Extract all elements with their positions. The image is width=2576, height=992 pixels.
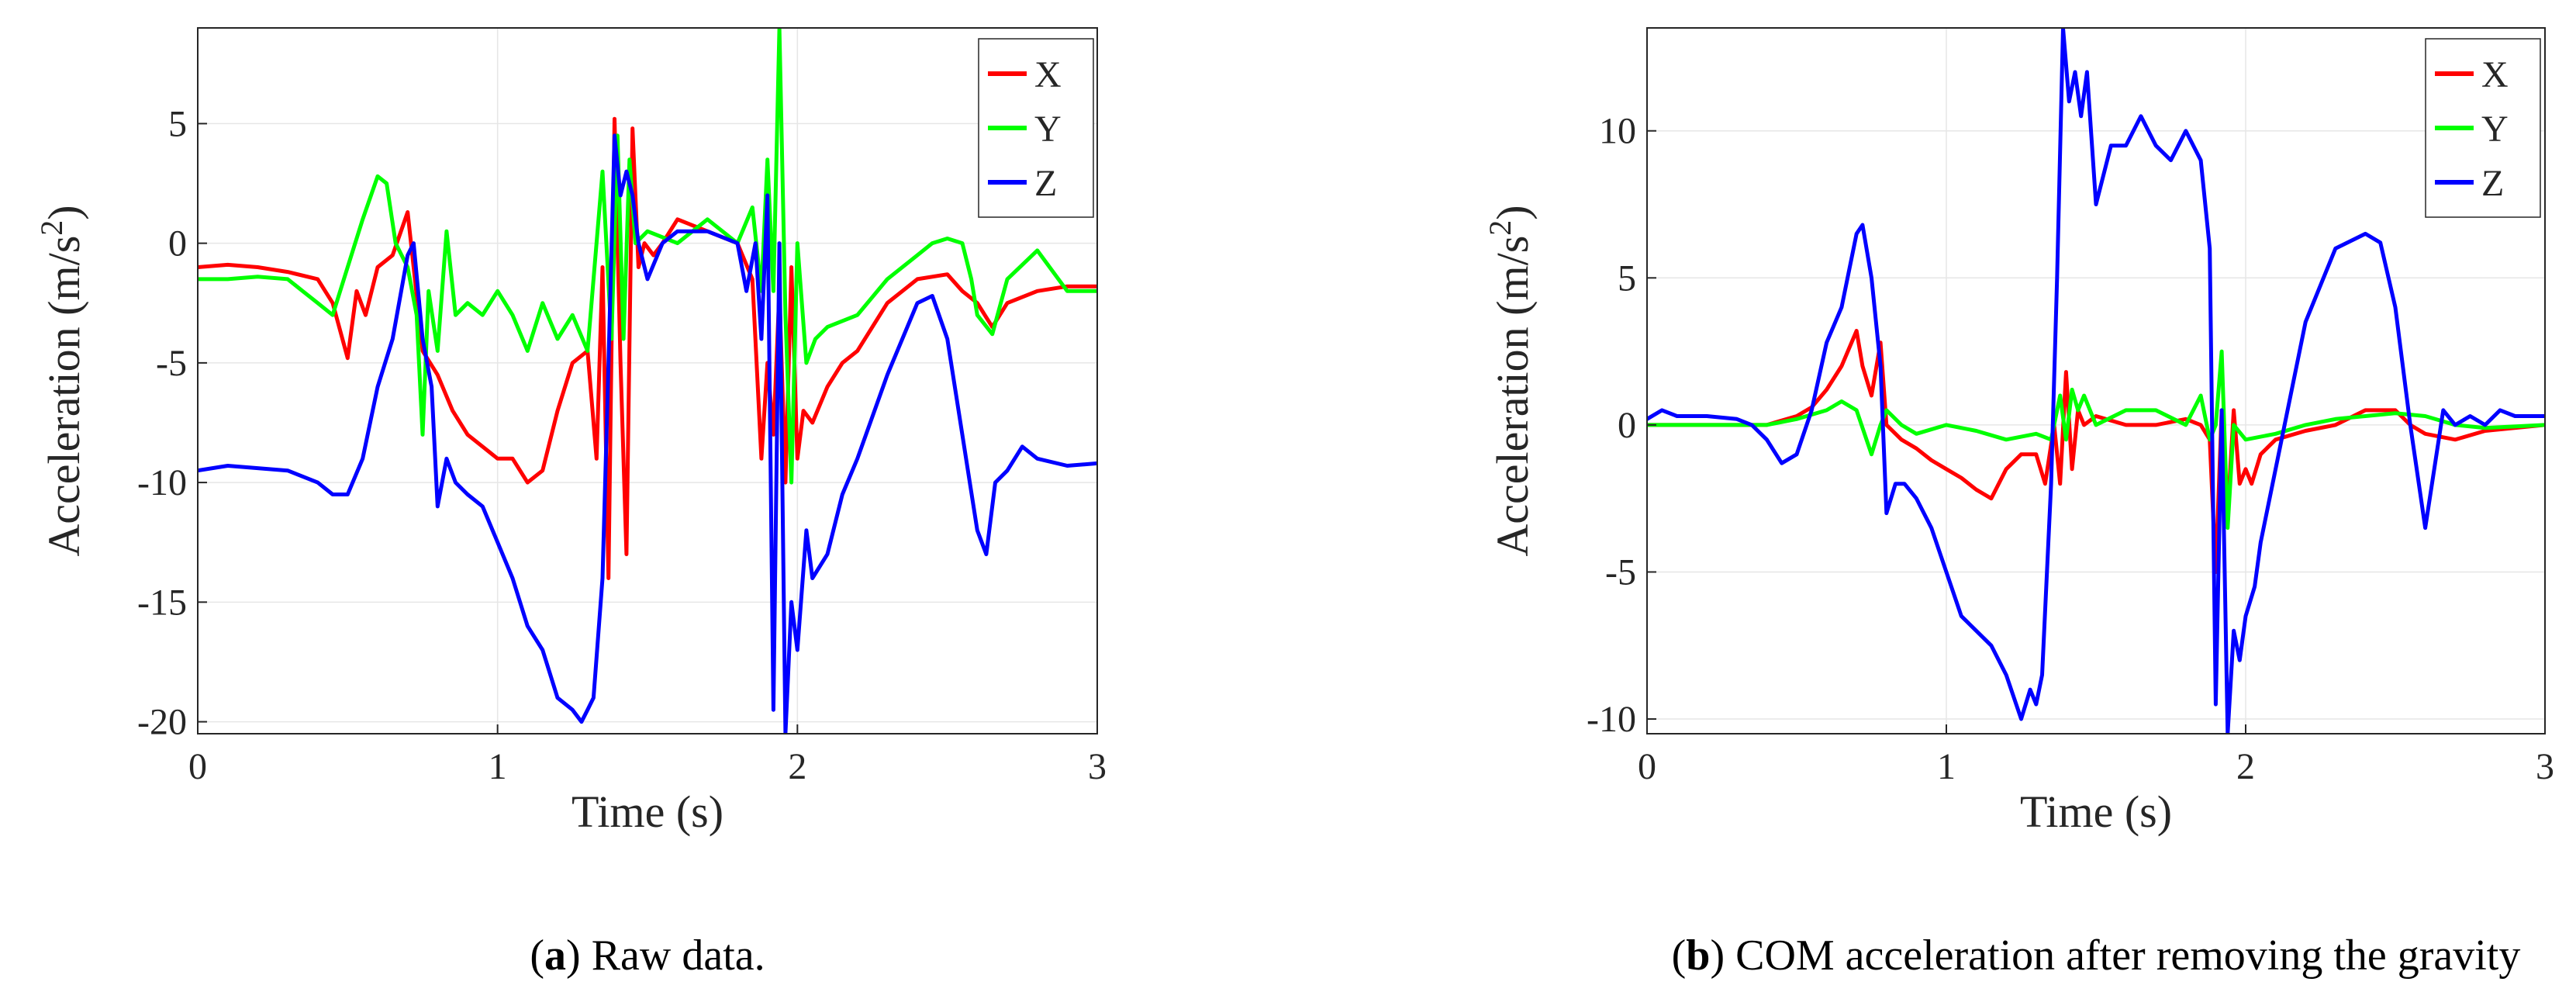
series-line-y	[198, 28, 1097, 485]
grid-lines	[197, 28, 1098, 734]
x-tick-label: 2	[2236, 746, 2255, 787]
y-tick-label: 0	[1618, 405, 1636, 446]
x-tick-label: 3	[2536, 746, 2554, 787]
y-tick-label: -10	[1587, 699, 1636, 740]
x-axis-label: Time (s)	[571, 786, 723, 837]
y-tick-label: -20	[137, 702, 187, 743]
caption-b: (b) COM acceleration after removing the …	[1672, 932, 2521, 980]
x-tick-label: 1	[489, 746, 507, 787]
series-line-x	[1647, 329, 2545, 574]
y-tick-label: 5	[1618, 258, 1636, 299]
series-lines	[198, 28, 1097, 734]
y-tick-label: -5	[1605, 551, 1636, 593]
x-tick-label: 0	[1638, 746, 1656, 787]
y-tick-label: -5	[156, 343, 187, 384]
series-line-x	[198, 116, 1097, 580]
y-tick-label: -10	[137, 462, 187, 503]
x-tick-label: 2	[788, 746, 806, 787]
y-tick-label: 5	[168, 103, 187, 144]
y-tick-label: 0	[168, 223, 187, 264]
legend-label-z: Z	[2481, 163, 2504, 204]
axes-box	[197, 27, 1098, 734]
legend-label-y: Y	[1034, 109, 1062, 150]
x-tick-label: 3	[1088, 746, 1107, 787]
x-tick-label: 1	[1937, 746, 1956, 787]
y-axis-label: Acceleration (m/s2)	[1483, 205, 1538, 556]
plot-area	[1647, 28, 2545, 734]
tick-labels: 0 1 2 3 -20 -15 -10 -5 0 5	[137, 103, 1107, 787]
legend-label-z: Z	[1034, 163, 1057, 204]
x-axis-label: Time (s)	[2020, 786, 2172, 837]
y-tick-label: 10	[1599, 111, 1636, 152]
legend-label-x: X	[1034, 54, 1062, 95]
legend: XYZ	[978, 38, 1094, 218]
chart-panel-b: 0 1 2 3 -10 -5 0 5 10 Time (s) Acceleration (m/s…	[1483, 27, 2554, 980]
series-line-z	[198, 133, 1097, 734]
legend-label-y: Y	[2481, 109, 2509, 150]
series-lines	[1647, 28, 2545, 734]
plot-area	[198, 28, 1097, 734]
y-tick-label: -15	[137, 582, 187, 623]
tick-labels: 0 1 2 3 -10 -5 0 5 10	[1587, 111, 2554, 787]
caption-a: (a) Raw data.	[530, 932, 765, 980]
series-line-z	[1647, 28, 2545, 734]
axes-box	[1646, 27, 2546, 734]
chart-panel-a: 0 1 2 3 -20 -15 -10 -5 0 5 Time (s) Acceleration …	[34, 27, 1107, 980]
y-axis-label: Acceleration (m/s2)	[34, 205, 89, 556]
series-line-y	[1647, 349, 2545, 531]
x-tick-label: 0	[188, 746, 207, 787]
legend-label-x: X	[2481, 54, 2509, 95]
legend: XYZ	[2425, 38, 2541, 218]
